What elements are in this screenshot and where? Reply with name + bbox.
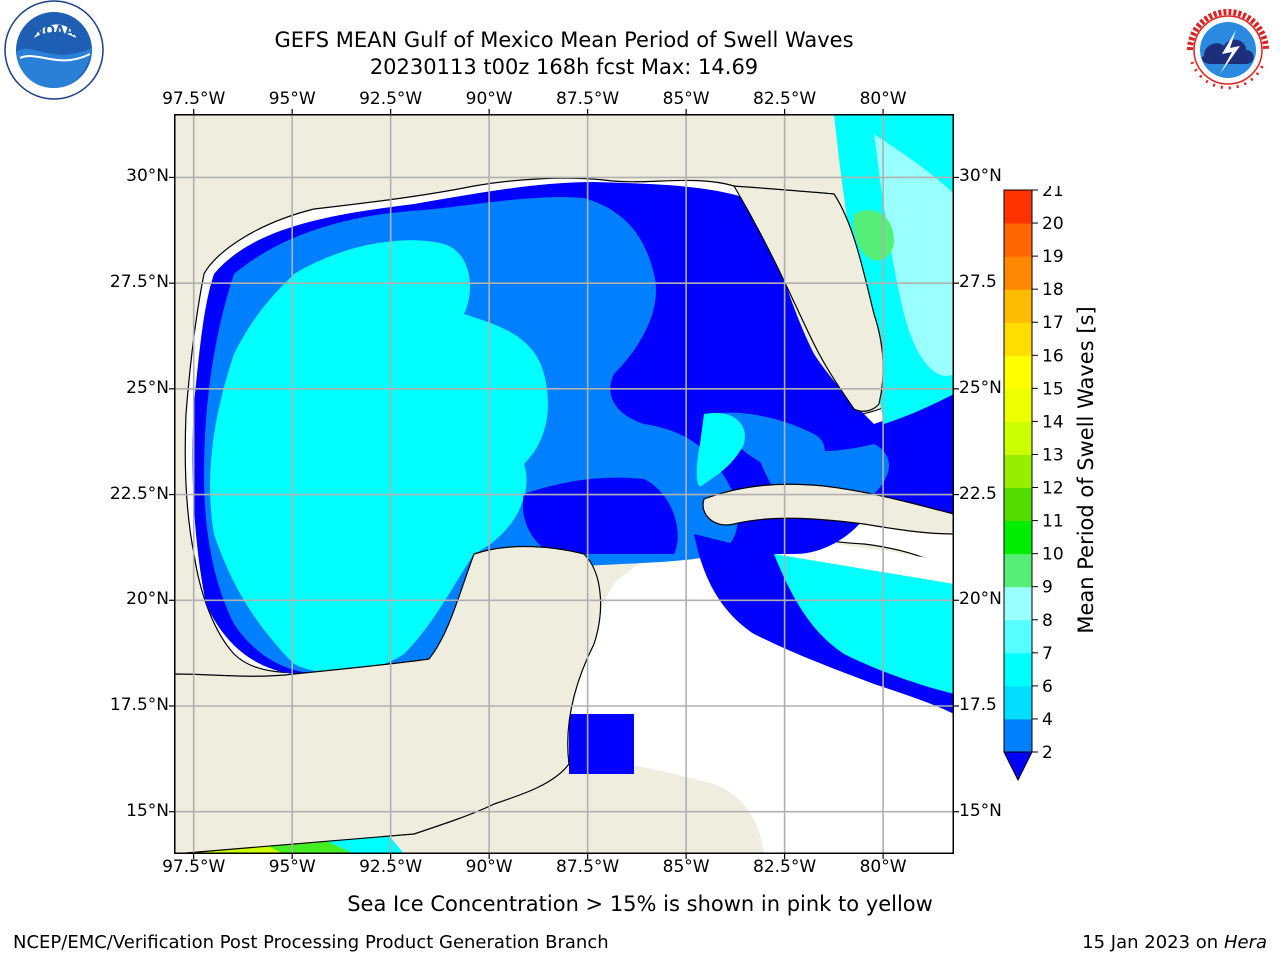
colorbar-cell	[1004, 256, 1032, 290]
yucatan-coast	[174, 545, 602, 854]
footer-host: Hera	[1223, 932, 1267, 953]
colorbar-tick-label: 20	[1042, 214, 1064, 234]
colorbar-label: Mean Period of Swell Waves [s]	[1074, 306, 1098, 634]
colorbar-tick-label: 10	[1042, 545, 1064, 565]
yucatan-basin	[522, 477, 678, 554]
colorbar-cell	[1004, 355, 1032, 389]
colorbar-extend-triangle	[1003, 751, 1033, 782]
footer-date-text: 15 Jan 2023 on	[1082, 932, 1224, 953]
field-4-6	[210, 240, 548, 673]
lon-label-bottom: 97.5°W	[162, 857, 226, 877]
colorbar-cell	[1004, 685, 1032, 720]
lat-label-right: 25°N	[959, 377, 1002, 398]
colorbar: 2 4 6 7 8 9 10 11 12 13 14 15 16 17 18 19 20 21	[1003, 186, 1064, 782]
lat-label-right: 30°N	[959, 166, 1002, 187]
caribbean-cyan	[774, 554, 954, 694]
lat-label-left: 25°N	[126, 377, 169, 398]
colorbar-tick-label: 17	[1042, 313, 1064, 333]
cuba-coast	[702, 483, 954, 535]
lon-label-top: 87.5°W	[556, 89, 620, 109]
colorbar-cell	[1004, 652, 1032, 687]
colorbar-cell	[1004, 289, 1032, 323]
colorbar-tick-label: 8	[1042, 611, 1053, 631]
colorbar-tick-label: 18	[1042, 280, 1064, 300]
gulf-of-mexico-map	[169, 109, 959, 859]
lat-label-right: 22.5	[959, 483, 997, 504]
lat-label-right: 20°N	[959, 589, 1002, 610]
footer-date: 15 Jan 2023 on Hera	[1082, 932, 1267, 954]
lat-label-left: 22.5°N	[109, 483, 169, 504]
chart-title: GEFS MEAN Gulf of Mexico Mean Period of …	[274, 28, 854, 52]
colorbar-cell	[1004, 454, 1032, 489]
colorbar-cell	[1004, 190, 1032, 224]
colorbar-tick-label: 19	[1042, 247, 1064, 267]
field-4-6-east	[696, 413, 745, 486]
colorbar-frame	[1003, 189, 1033, 753]
colorbar-cell	[1004, 520, 1032, 555]
lon-label-bottom: 95°W	[268, 857, 316, 877]
nws-logo	[1180, 2, 1276, 98]
colorbar-cell	[1004, 718, 1032, 753]
colorbar-cell	[1004, 322, 1032, 356]
chart-subtitle-run: 20230113 t00z 168h fcst Max: 14.69	[369, 55, 759, 79]
colorbar-tick-label: 11	[1042, 512, 1064, 532]
lon-label-top: 82.5°W	[753, 89, 817, 109]
lon-label-bottom: 82.5°W	[753, 857, 817, 877]
lon-label-top: 90°W	[465, 89, 513, 109]
lon-label-bottom: 80°W	[859, 857, 907, 877]
colorbar-tick-label: 6	[1042, 677, 1053, 697]
atlantic-light	[874, 134, 954, 376]
map-frame	[174, 114, 954, 854]
colorbar-tick-label: 7	[1042, 644, 1053, 664]
colorbar-tick-label: 16	[1042, 346, 1064, 366]
lat-label-left: 30°N	[126, 166, 169, 187]
lon-label-bottom: 85°W	[662, 857, 710, 877]
map-gridlines	[174, 114, 954, 854]
footer-credit: NCEP/EMC/Verification Post Processing Pr…	[13, 932, 609, 953]
colorbar-cell	[1004, 223, 1032, 257]
colorbar-cell	[1004, 586, 1032, 621]
caribbean-south-blue	[569, 714, 634, 774]
colorbar-cell	[1004, 619, 1032, 654]
colorbar-tick-label: 2	[1042, 743, 1053, 763]
lon-label-top: 95°W	[268, 89, 316, 109]
lon-label-bottom: 90°W	[465, 857, 513, 877]
noaa-logo-text: NOAA	[33, 24, 75, 39]
florida-coast	[732, 185, 884, 412]
colorbar-cell	[1004, 553, 1032, 588]
lat-label-right: 27.5	[959, 272, 997, 293]
colorbar-tick-label: 15	[1042, 379, 1064, 399]
colorbar-cell	[1004, 487, 1032, 522]
colorbar-tick-label: 13	[1042, 445, 1064, 465]
sea-ice-note: Sea Ice Concentration > 15% is shown in …	[347, 892, 933, 916]
colorbar-tick-label: 4	[1042, 710, 1053, 730]
lon-label-bottom: 92.5°W	[359, 857, 423, 877]
colorbar-tick-label: 12	[1042, 479, 1064, 499]
lat-label-left: 27.5°N	[109, 272, 169, 293]
lat-label-left: 17.5°N	[109, 695, 169, 715]
lon-label-bottom: 87.5°W	[556, 857, 620, 877]
colorbar-tick-label: 9	[1042, 578, 1053, 598]
lon-label-top: 97.5°W	[162, 89, 226, 109]
lat-label-left: 15°N	[126, 800, 169, 821]
colorbar-tick-label: 21	[1042, 186, 1064, 201]
lon-label-top: 80°W	[859, 89, 907, 109]
colorbar-cell	[1004, 421, 1032, 455]
lat-label-left: 20°N	[126, 589, 169, 610]
lat-label-right: 15°N	[959, 800, 1002, 821]
colorbar-tick-label: 14	[1042, 412, 1064, 432]
noaa-logo: NOAA	[4, 0, 104, 100]
lon-label-top: 92.5°W	[359, 89, 423, 109]
colorbar-cell	[1004, 388, 1032, 422]
lon-label-top: 85°W	[662, 89, 710, 109]
lat-label-right: 17.5	[959, 695, 997, 715]
